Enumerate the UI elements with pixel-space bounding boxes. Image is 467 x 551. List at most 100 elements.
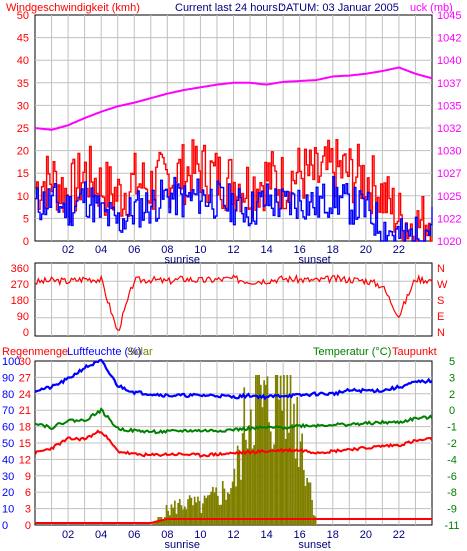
y-tick-label-humidity: 70 (2, 405, 14, 417)
y-tick-label-rain: 24 (19, 389, 31, 401)
y-tick-label-pressure: 1022 (437, 213, 461, 225)
y-tick-label-compass: N (437, 327, 445, 339)
humidity-line (34, 358, 433, 401)
solar-bar (162, 519, 165, 525)
solar-bar (230, 488, 232, 525)
x-tick-label: 02 (62, 529, 74, 541)
y-tick-label-pressure: 1035 (437, 100, 461, 112)
solar-bar (205, 497, 208, 525)
wind-gust-line (35, 176, 433, 242)
x-tick-label: 12 (227, 244, 239, 256)
y-tick-label-rain: 27 (19, 372, 31, 384)
solar-bar (264, 384, 267, 525)
solar-bar (213, 492, 216, 525)
dewpoint-line (34, 429, 433, 458)
solar-bar (263, 380, 265, 525)
y-tick-label-pressure: 1037 (437, 78, 461, 90)
y-tick-label-rain: 18 (19, 422, 31, 434)
solar-bar (155, 520, 158, 525)
y-tick-label-humidity: 60 (2, 422, 14, 434)
y-tick-label-wind: 45 (17, 33, 29, 45)
solar-bar (225, 499, 227, 525)
y-tick-label-humidity: 80 (2, 389, 14, 401)
solar-bar (198, 500, 201, 525)
solar-bar (312, 515, 315, 525)
y-tick-label-temperature: 5 (449, 356, 455, 368)
y-tick-label-pressure: 1042 (437, 33, 461, 45)
y-tick-label-rain: 12 (19, 454, 31, 466)
solar-bar (288, 432, 290, 525)
solar-bar (301, 433, 303, 525)
solar-bar (165, 505, 168, 525)
solar-bar (241, 433, 244, 525)
solar-bar (281, 410, 284, 525)
date-label: DATUM: 03 Januar 2005 (278, 2, 399, 14)
solar-bar (245, 439, 247, 525)
y-tick-label-temperature: -2 (447, 438, 457, 450)
y-tick-label-pressure: 1045 (437, 10, 461, 22)
solar-bar (221, 481, 224, 525)
solar-bar (299, 441, 302, 525)
y-tick-label-pressure: 1025 (437, 191, 461, 203)
rain-label: Regenmenge (2, 346, 68, 358)
solar-bar (261, 407, 264, 525)
x-tick-label: 16 (294, 529, 306, 541)
pressure-title: uck (mb) (410, 2, 453, 14)
y-tick-label-compass: E (437, 311, 444, 323)
wind-title: Windgeschwindigkeit (kmh) (6, 2, 140, 14)
solar-bar (220, 504, 222, 525)
y-tick-label-pressure: 1040 (437, 55, 461, 67)
chart-marks (34, 66, 433, 525)
solar-bar (164, 517, 166, 525)
x-tick-label: 10 (194, 529, 206, 541)
y-tick-label-wind: 15 (17, 168, 29, 180)
solar-bar (238, 449, 241, 525)
x-tick-label: 22 (393, 529, 405, 541)
solar-bar (174, 500, 176, 525)
solar-bar (269, 431, 272, 525)
y-tick-label-direction: 360 (11, 263, 29, 275)
y-tick-label-direction: 90 (17, 311, 29, 323)
solar-bar (233, 468, 236, 525)
x-tick-label: 18 (327, 529, 339, 541)
solar-bar (226, 492, 229, 525)
y-tick-label-pressure: 1020 (437, 236, 461, 248)
y-tick-label-humidity: 0 (2, 520, 8, 532)
solar-bar (212, 486, 214, 525)
y-tick-label-wind: 30 (17, 100, 29, 112)
solar-bar (255, 375, 257, 525)
solar-bar (190, 497, 193, 525)
solar-bar (306, 478, 308, 525)
solar-bar (311, 500, 313, 525)
x-tick-label: 12 (227, 529, 239, 541)
solar-bar (152, 523, 155, 525)
y-tick-label-temperature: -9 (447, 504, 457, 516)
solar-bar (304, 485, 307, 525)
solar-label: Solar (127, 346, 153, 358)
solar-bar (268, 422, 270, 525)
x-tick-label: 18 (327, 244, 339, 256)
solar-bar (278, 399, 280, 525)
solar-bar (193, 496, 196, 525)
y-tick-label-pressure: 1032 (437, 123, 461, 135)
direction-line (34, 273, 433, 331)
solar-bar (307, 482, 310, 525)
x-tick-label: 14 (260, 244, 272, 256)
wind-speed-line (35, 139, 433, 242)
solar-bar (177, 503, 179, 525)
solar-bar (243, 387, 246, 525)
solar-bar (246, 448, 249, 525)
y-tick-label-temperature: 0 (449, 405, 455, 417)
solar-bar (314, 516, 317, 525)
solar-bar (170, 504, 173, 525)
y-tick-label-rain: 30 (19, 356, 31, 368)
current-label: Current last 24 hours : (175, 2, 284, 14)
x-tick-label: 08 (161, 529, 173, 541)
solar-bar (182, 509, 184, 525)
y-tick-label-temperature: -6 (447, 471, 457, 483)
y-tick-label-direction: 180 (11, 295, 29, 307)
y-tick-label-wind: 50 (17, 10, 29, 22)
solar-bar (210, 491, 212, 525)
y-tick-label-compass: S (437, 295, 444, 307)
